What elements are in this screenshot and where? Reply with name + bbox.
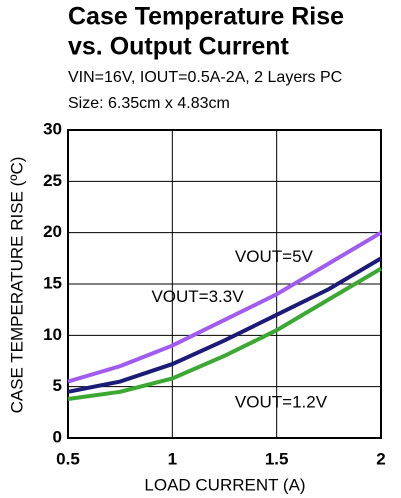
y-tick-label: 20 (43, 222, 62, 241)
series-line (67, 230, 383, 384)
x-tick-label: 0.5 (56, 449, 80, 468)
chart-subtitle: VIN=16V, IOUT=0.5A-2A, 2 Layers PC (68, 69, 342, 86)
y-tick-label: 0 (53, 427, 62, 446)
series-line (67, 256, 383, 394)
y-tick-label: 15 (43, 273, 62, 292)
chart-title: vs. Output Current (68, 33, 290, 61)
x-tick-label: 2 (376, 449, 385, 468)
y-axis-label: CASE TEMPERATURE RISE (ºC) (7, 157, 26, 414)
x-tick-label: 1 (168, 449, 177, 468)
chart-title: Case Temperature Rise (68, 3, 344, 31)
x-axis-label: LOAD CURRENT (A) (144, 475, 305, 494)
x-tick-label: 1.5 (265, 449, 289, 468)
y-tick-label: 10 (43, 325, 62, 344)
y-tick-label: 25 (43, 171, 62, 190)
series-label: VOUT=5V (235, 247, 314, 266)
chart-subtitle: Size: 6.35cm x 4.83cm (68, 95, 230, 112)
y-tick-label: 30 (43, 119, 62, 138)
series-line (67, 266, 383, 401)
series-label: VOUT=1.2V (235, 393, 328, 412)
y-tick-label: 5 (53, 376, 62, 395)
plot-frame (67, 129, 382, 439)
series-label: VOUT=3.3V (151, 287, 244, 306)
